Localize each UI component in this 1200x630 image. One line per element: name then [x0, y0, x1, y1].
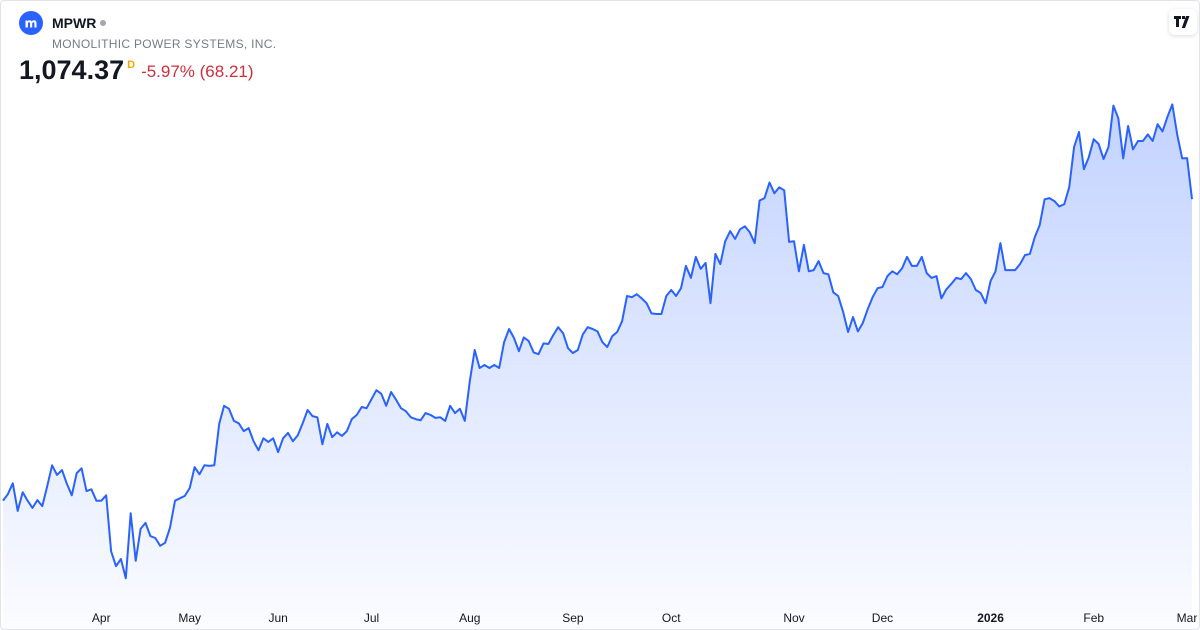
symbol: MPWR: [52, 15, 97, 31]
company-name: MONOLITHIC POWER SYSTEMS, INC.: [52, 37, 277, 51]
tv-icon: [1174, 16, 1190, 28]
x-tick-label: Nov: [783, 611, 804, 625]
x-tick-label: Dec: [872, 611, 893, 625]
price-change: -5.97% (68.21): [141, 61, 254, 81]
x-tick-label: May: [178, 611, 201, 625]
x-tick-label: Aug: [459, 611, 480, 625]
x-tick-label: 2026: [977, 611, 1004, 625]
tradingview-logo[interactable]: [1169, 9, 1197, 35]
x-tick-label: Oct: [662, 611, 681, 625]
status-dot: [100, 20, 107, 26]
x-tick-label: Jun: [268, 611, 287, 625]
header: MPWR MONOLITHIC POWER SYSTEMS, INC. 1,07…: [19, 11, 276, 86]
price: 1,074.37: [19, 55, 125, 85]
price-line: [2, 103, 1193, 580]
x-tick-label: Jul: [364, 611, 379, 625]
logo: [19, 11, 43, 35]
x-tick-label: Mar: [1177, 611, 1198, 625]
x-tick-label: Apr: [92, 611, 111, 625]
interval: D: [127, 59, 136, 71]
x-tick-label: Feb: [1083, 611, 1104, 625]
area-fill: [3, 104, 1192, 629]
x-tick-label: Sep: [562, 611, 584, 625]
